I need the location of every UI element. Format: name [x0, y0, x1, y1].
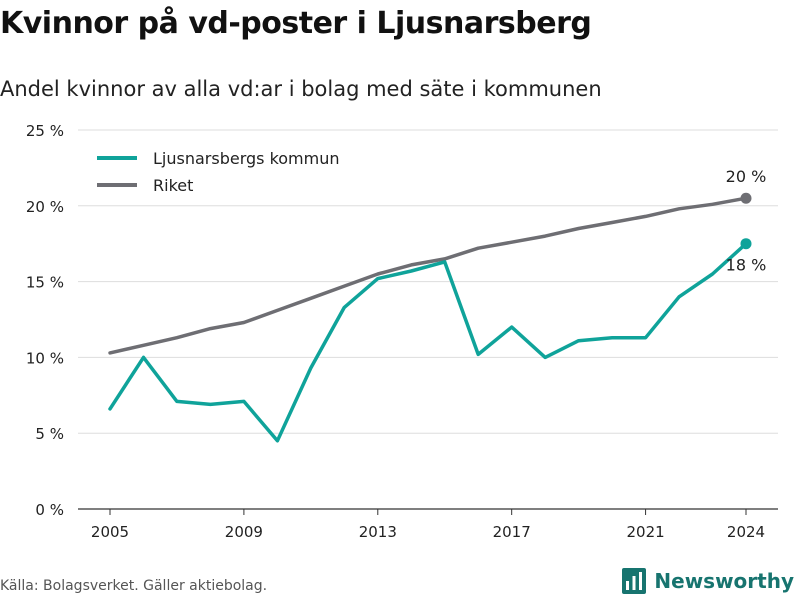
end-point-riket [740, 192, 752, 204]
series-line-riket [108, 196, 748, 355]
series-line-ljusnarsberg [108, 241, 748, 443]
y-axis-tick-labels: 0 % 5 % 10 % 15 % 20 % 25 % [26, 122, 64, 519]
source-note: Källa: Bolagsverket. Gäller aktiebolag. [0, 578, 268, 594]
end-label-ljusnarsberg: 18 % [726, 256, 767, 275]
y-tick-label: 0 % [35, 501, 64, 519]
brand-name: Newsworthy [654, 569, 794, 593]
brand[interactable]: Newsworthy [622, 568, 794, 594]
legend-label: Ljusnarsbergs kommun [153, 149, 340, 168]
x-tick-label: 2013 [359, 523, 397, 541]
y-tick-label: 10 % [26, 349, 64, 367]
legend: Ljusnarsbergs kommun Riket [97, 149, 340, 195]
gridlines [78, 129, 778, 510]
end-point-ljusnarsberg [740, 238, 752, 250]
x-axis-tick-labels: 2005 2009 2013 2017 2021 2024 [91, 509, 765, 541]
chart-title: Kvinnor på vd-poster i Ljusnarsberg [0, 6, 592, 41]
chart-subtitle: Andel kvinnor av alla vd:ar i bolag med … [0, 77, 602, 101]
y-tick-label: 15 % [26, 274, 64, 292]
series-lines: 20 % 18 % [108, 167, 767, 443]
x-tick-label: 2009 [225, 523, 263, 541]
y-tick-label: 25 % [26, 122, 64, 140]
end-label-riket: 20 % [726, 167, 767, 186]
legend-label: Riket [153, 176, 193, 195]
x-tick-label: 2021 [626, 523, 664, 541]
x-tick-label: 2005 [91, 523, 129, 541]
bar-chart-logo-icon [622, 568, 647, 594]
x-tick-label: 2017 [493, 523, 531, 541]
x-tick-label: 2024 [727, 523, 765, 541]
y-tick-label: 5 % [35, 425, 64, 443]
y-tick-label: 20 % [26, 198, 64, 216]
